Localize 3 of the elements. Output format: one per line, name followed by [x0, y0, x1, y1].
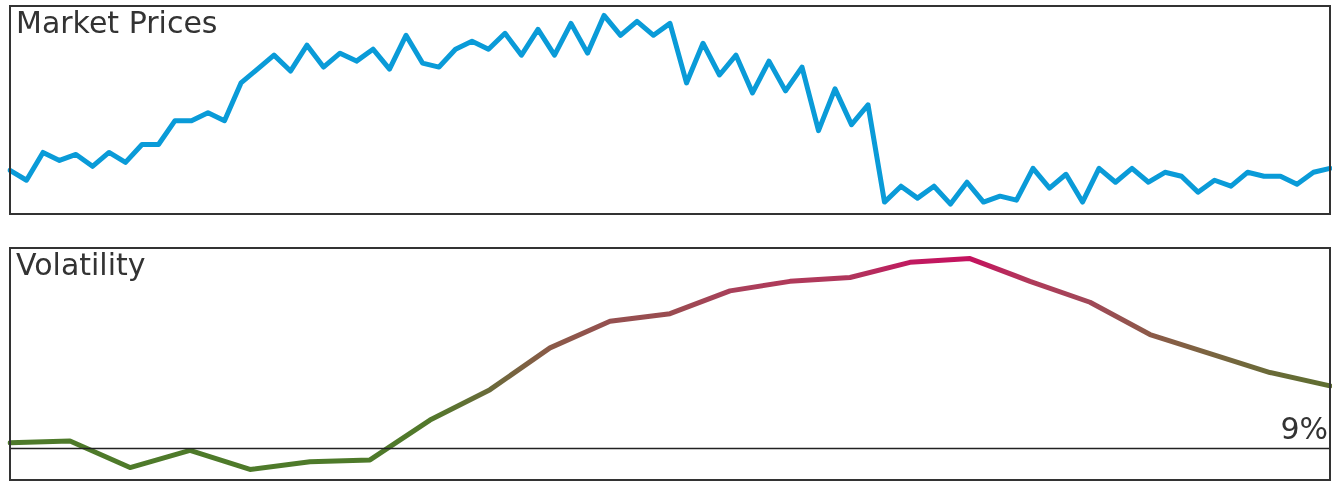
chart-title: Market Prices: [16, 4, 218, 40]
annotation: 9%: [1280, 411, 1328, 447]
chart-title: Volatility: [16, 246, 146, 282]
